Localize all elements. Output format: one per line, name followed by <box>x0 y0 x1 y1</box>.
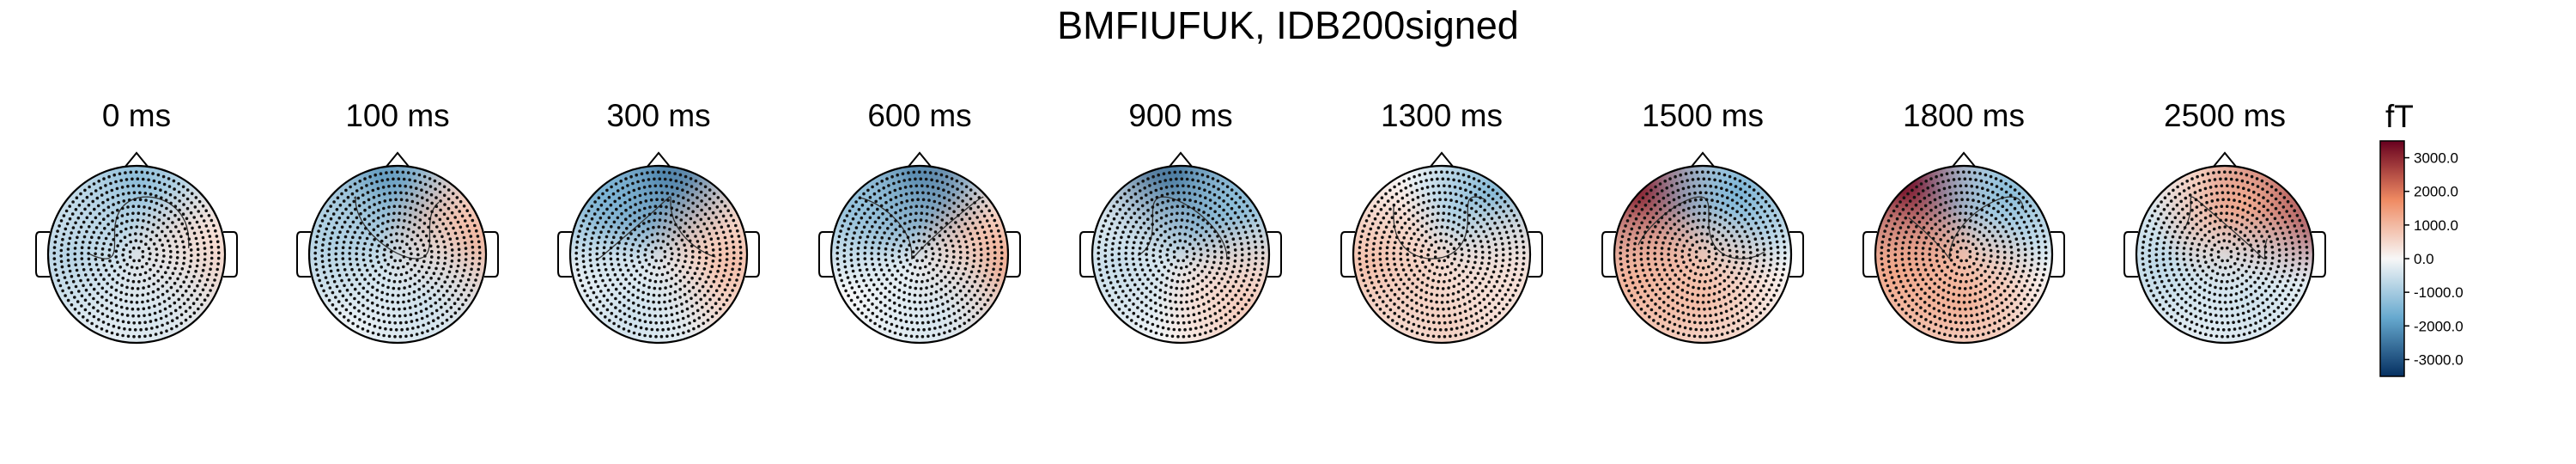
field-blob <box>1614 187 1725 343</box>
topomap-panel: 900 ms <box>1079 98 1282 345</box>
nose-outline <box>1951 151 1977 168</box>
colorbar-unit-label: fT <box>2385 99 2414 134</box>
nose-outline <box>1690 151 1716 168</box>
figure-title: BMFIUFUK, IDB200signed <box>1057 3 1519 47</box>
sensor-dots <box>574 170 743 339</box>
head-outline <box>829 164 1010 345</box>
left-ear-outline <box>818 231 833 278</box>
head-outline <box>1352 164 1532 345</box>
sensor-dots <box>2141 170 2309 339</box>
sensor-dots <box>1358 170 1526 339</box>
topomap-panels: 0 ms 100 ms 300 ms 600 ms 900 ms 1300 ms 1500 … <box>35 98 2326 345</box>
topomap-panel: 1800 ms <box>1862 98 2065 345</box>
panel-time-label: 1500 ms <box>1642 98 1764 133</box>
nose-outline <box>1429 151 1455 168</box>
field-blob <box>844 223 1008 343</box>
panel-time-label: 2500 ms <box>2164 98 2286 133</box>
colorbar-gradient <box>2379 140 2405 377</box>
contour-line <box>353 196 440 259</box>
nose-outline <box>124 151 149 168</box>
colorbar-tick-label: -1000.0 <box>2414 284 2464 301</box>
field-blob <box>1875 179 1986 343</box>
field-blob <box>570 223 726 343</box>
left-ear-outline <box>35 231 50 278</box>
panel-time-label: 0 ms <box>102 98 171 133</box>
topomap-panel: 600 ms <box>818 98 1021 345</box>
panel-time-label: 600 ms <box>867 98 971 133</box>
panel-time-label: 1800 ms <box>1903 98 2025 133</box>
right-ear-outline <box>2312 231 2326 278</box>
topomap-panel: 100 ms <box>296 98 499 345</box>
right-ear-outline <box>2050 231 2065 278</box>
colorbar: fT 3000.0 2000.0 1000.0 0.0 -1000.0 -2000.0 -3… <box>2379 99 2464 377</box>
left-ear-outline <box>1340 231 1355 278</box>
nose-outline <box>646 151 671 168</box>
colorbar-tick-label: 0.0 <box>2414 251 2434 267</box>
panel-time-label: 1300 ms <box>1381 98 1503 133</box>
contour-line <box>859 196 984 259</box>
nose-outline <box>907 151 933 168</box>
topomap-panel: 300 ms <box>557 98 760 345</box>
nose-outline <box>1168 151 1194 168</box>
colorbar-tick-label: 2000.0 <box>2414 184 2458 200</box>
contour-line <box>1393 196 1486 259</box>
colorbar-tick-label: 1000.0 <box>2414 217 2458 234</box>
sensor-dots <box>835 170 1004 339</box>
sensor-dots <box>1097 170 1265 339</box>
nose-outline <box>2212 151 2238 168</box>
topomap-panel: 1300 ms <box>1340 98 1543 345</box>
contour-line <box>597 196 716 259</box>
panel-time-label: 300 ms <box>606 98 710 133</box>
contour-line <box>1908 196 2025 259</box>
field-blob <box>1424 187 1530 343</box>
left-ear-outline <box>1862 231 1877 278</box>
right-ear-outline <box>1789 231 1804 278</box>
colorbar-tick-label: -3000.0 <box>2414 351 2464 368</box>
right-ear-outline <box>1006 231 1021 278</box>
topomap-panel: 2500 ms <box>2123 98 2326 345</box>
left-ear-outline <box>296 231 311 278</box>
right-ear-outline <box>745 231 760 278</box>
head-outline <box>1091 164 1271 345</box>
head-outline <box>1874 164 2054 345</box>
head-outline <box>46 164 227 345</box>
sensor-dots <box>1619 170 1787 339</box>
panel-time-label: 900 ms <box>1128 98 1232 133</box>
right-ear-outline <box>1267 231 1282 278</box>
topomap-panel: 1500 ms <box>1601 98 1804 345</box>
topomap-panel: 0 ms <box>35 98 238 345</box>
sensor-dots <box>313 170 482 339</box>
sensor-dots <box>1880 170 2048 339</box>
head-outline <box>307 164 488 345</box>
contour-line <box>88 196 190 259</box>
right-ear-outline <box>1528 231 1543 278</box>
left-ear-outline <box>557 231 572 278</box>
colorbar-tick-label: 3000.0 <box>2414 150 2458 167</box>
left-ear-outline <box>2123 231 2138 278</box>
nose-outline <box>385 151 410 168</box>
right-ear-outline <box>484 231 499 278</box>
field-blob <box>61 223 225 343</box>
field-blob <box>331 214 486 343</box>
panel-time-label: 100 ms <box>345 98 449 133</box>
sensor-dots <box>52 170 221 339</box>
colorbar-tick-label: -2000.0 <box>2414 318 2464 334</box>
head-outline <box>1613 164 1793 345</box>
contour-line <box>1137 196 1228 260</box>
head-outline <box>568 164 749 345</box>
left-ear-outline <box>1079 231 1094 278</box>
right-ear-outline <box>223 231 238 278</box>
left-ear-outline <box>1601 231 1616 278</box>
head-outline <box>2135 164 2315 345</box>
